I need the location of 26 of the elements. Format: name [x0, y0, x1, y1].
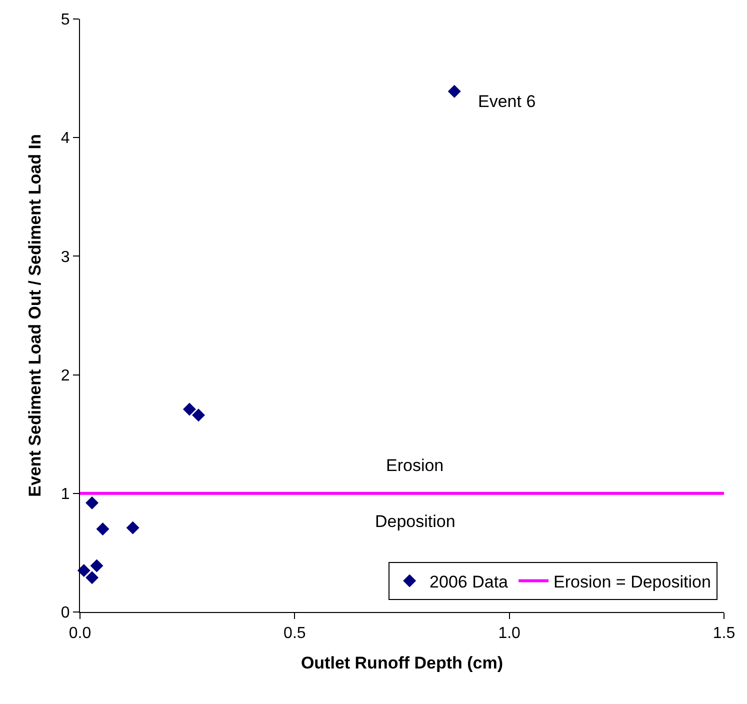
point: [126, 521, 140, 534]
y-tick-label: 1: [60, 486, 70, 503]
point: [86, 496, 99, 510]
point: [96, 522, 110, 536]
x-tick-label: 0.0: [68, 625, 92, 642]
point: [77, 564, 90, 577]
legend-label: Erosion = Deposition: [554, 572, 711, 592]
x-tick-label: 1.0: [498, 625, 521, 642]
y-tick-label: 4: [60, 130, 70, 148]
annotation: Event 6: [478, 92, 536, 111]
point: [90, 559, 104, 572]
y-tick-label: 0: [60, 604, 70, 622]
point: [182, 402, 196, 416]
annotation: Erosion: [386, 456, 444, 475]
y-axis-title: Event Sediment Load Out / Sediment Load In: [25, 134, 44, 497]
point: [86, 571, 99, 584]
y-tick-label: 5: [60, 12, 70, 29]
legend-label: 2006 Data: [430, 572, 509, 592]
point: [448, 84, 461, 98]
x-axis-title: Outlet Runoff Depth (cm): [300, 654, 504, 673]
point: [192, 408, 205, 422]
x-tick-label: 0.5: [284, 625, 306, 642]
annotation: Deposition: [375, 512, 456, 531]
y-tick-label: 2: [60, 367, 70, 384]
x-tick-label: 1.5: [712, 625, 736, 642]
y-tick-label: 3: [60, 248, 70, 266]
